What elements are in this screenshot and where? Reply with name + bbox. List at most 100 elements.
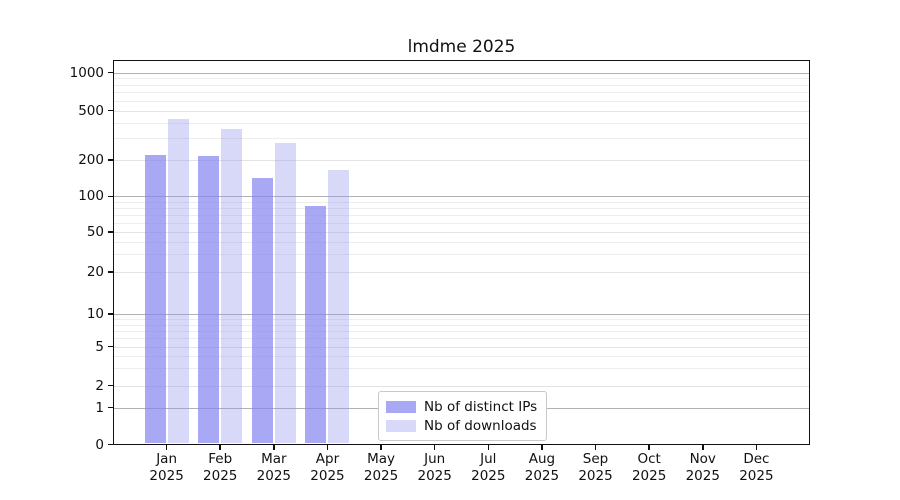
gridline-major xyxy=(114,385,809,387)
x-tick-year: 2025 xyxy=(149,468,184,484)
y-tick-label: 500 xyxy=(78,102,104,119)
x-tick-label: Jul 2025 xyxy=(456,451,520,485)
x-tick-year: 2025 xyxy=(471,468,506,484)
gridline-major xyxy=(114,314,809,315)
bar-distinct-ips xyxy=(305,205,327,444)
x-tick-label: Aug 2025 xyxy=(510,451,574,485)
x-tick-label: Jun 2025 xyxy=(403,451,467,485)
x-tick-year: 2025 xyxy=(417,468,452,484)
x-tick-month: Oct xyxy=(637,451,661,467)
x-tick-label: Dec 2025 xyxy=(724,451,788,485)
x-tick-year: 2025 xyxy=(256,468,292,484)
x-tick-mark xyxy=(165,445,168,450)
gridline-minor xyxy=(114,201,809,203)
gridline-minor xyxy=(114,138,809,140)
legend-item-distinct-ips: Nb of distinct IPs xyxy=(386,397,537,416)
x-tick-label: Feb 2025 xyxy=(188,451,252,485)
y-tick-label: 20 xyxy=(86,264,104,280)
y-tick-mark xyxy=(108,406,113,409)
x-tick-year: 2025 xyxy=(310,468,345,484)
y-tick-mark xyxy=(108,271,113,273)
gridline-minor xyxy=(114,78,809,80)
gridline-minor xyxy=(114,84,809,86)
x-tick-year: 2025 xyxy=(524,468,560,484)
x-tick-month: Mar xyxy=(261,451,287,467)
x-tick-label: Nov 2025 xyxy=(671,451,735,485)
x-tick-month: Jan xyxy=(156,451,178,467)
x-tick-mark xyxy=(433,445,436,450)
x-tick-label: Mar 2025 xyxy=(242,451,306,485)
x-tick-mark xyxy=(701,445,704,450)
y-tick-label: 200 xyxy=(78,152,104,168)
y-tick-mark xyxy=(108,231,113,233)
y-tick-label: 10 xyxy=(86,306,104,322)
x-tick-year: 2025 xyxy=(363,468,399,484)
gridline-major xyxy=(114,72,809,74)
legend-item-downloads: Nb of downloads xyxy=(386,416,537,435)
y-tick-label: 50 xyxy=(86,224,104,240)
y-tick-mark xyxy=(108,384,113,387)
y-tick-label: 100 xyxy=(78,188,104,205)
x-tick-mark xyxy=(380,445,382,450)
legend-label-distinct-ips: Nb of distinct IPs xyxy=(424,398,538,415)
x-tick-mark xyxy=(541,445,543,450)
x-tick-month: Sep xyxy=(582,451,609,467)
x-tick-year: 2025 xyxy=(631,468,667,484)
x-tick-label: Oct 2025 xyxy=(617,451,681,485)
y-tick-label: 1 xyxy=(95,399,104,416)
x-tick-month: Apr xyxy=(315,451,340,467)
bar-distinct-ips xyxy=(198,156,220,444)
plot-frame xyxy=(113,60,810,445)
gridline-minor xyxy=(114,122,809,124)
y-tick-label: 1000 xyxy=(69,64,104,81)
bar-downloads xyxy=(328,170,350,444)
x-tick-label: May 2025 xyxy=(349,451,413,485)
gridline-major xyxy=(114,232,809,233)
bar-distinct-ips xyxy=(144,154,166,444)
y-tick-label: 0 xyxy=(95,436,104,453)
x-tick-year: 2025 xyxy=(739,468,774,484)
y-tick-mark xyxy=(108,109,113,112)
y-tick-mark xyxy=(108,443,113,446)
gridline-minor xyxy=(114,241,809,243)
x-tick-label: Jan 2025 xyxy=(135,451,199,485)
x-tick-month: Aug xyxy=(528,451,556,467)
chart-title: lmdme 2025 xyxy=(407,37,516,57)
x-tick-month: Jul xyxy=(480,451,497,467)
y-tick-label: 5 xyxy=(95,338,104,355)
gridline-minor xyxy=(114,214,809,216)
x-tick-mark xyxy=(219,445,222,450)
gridline-major xyxy=(114,272,809,273)
bar-downloads xyxy=(221,129,243,444)
x-tick-mark xyxy=(273,445,275,450)
bar-downloads xyxy=(274,142,296,444)
gridline-major xyxy=(114,346,809,348)
legend-swatch-downloads xyxy=(386,419,416,432)
gridline-minor xyxy=(114,254,809,256)
x-tick-month: Jun xyxy=(424,451,446,467)
gridline-minor xyxy=(114,222,809,224)
gridline-minor xyxy=(114,324,809,326)
x-tick-label: Sep 2025 xyxy=(564,451,628,485)
gridline-minor xyxy=(114,356,809,358)
y-tick-mark xyxy=(108,195,113,198)
x-tick-mark xyxy=(326,445,329,450)
x-tick-mark xyxy=(755,445,758,450)
x-tick-year: 2025 xyxy=(203,468,238,484)
x-tick-label: Apr 2025 xyxy=(295,451,359,485)
y-tick-mark xyxy=(108,313,113,315)
gridline-minor xyxy=(114,318,809,320)
gridline-minor xyxy=(114,92,809,94)
bar-distinct-ips xyxy=(251,177,273,444)
gridline-minor xyxy=(114,368,809,370)
bar-downloads xyxy=(167,118,189,444)
x-tick-mark xyxy=(648,445,650,450)
y-tick-mark xyxy=(108,71,113,74)
gridline-minor xyxy=(114,207,809,209)
x-tick-year: 2025 xyxy=(685,468,720,484)
x-tick-month: Dec xyxy=(743,451,770,467)
x-tick-month: May xyxy=(367,451,396,467)
gridline-minor xyxy=(114,338,809,340)
y-tick-mark xyxy=(108,159,113,161)
